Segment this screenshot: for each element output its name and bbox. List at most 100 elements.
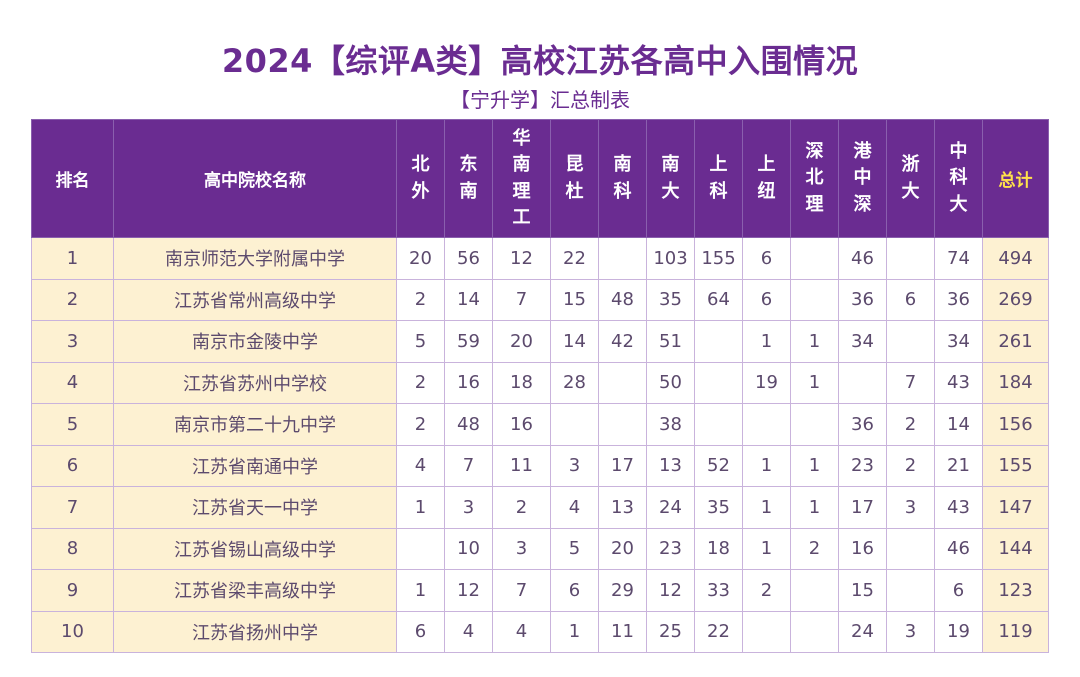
count-cell: 14 (444, 278, 493, 321)
rank-cell: 4 (31, 361, 114, 404)
total-cell: 269 (982, 278, 1049, 321)
rank-cell: 3 (31, 320, 114, 363)
count-cell: 25 (646, 610, 695, 653)
total-cell: 494 (982, 237, 1049, 280)
rank-cell: 7 (31, 486, 114, 529)
count-cell: 16 (838, 527, 887, 570)
rank-cell: 8 (31, 527, 114, 570)
count-cell: 103 (646, 237, 695, 280)
count-cell: 43 (934, 486, 983, 529)
count-cell: 21 (934, 444, 983, 487)
count-cell: 2 (742, 569, 791, 612)
count-cell: 6 (742, 278, 791, 321)
count-cell: 22 (550, 237, 599, 280)
count-cell: 2 (886, 403, 935, 446)
count-cell: 2 (886, 444, 935, 487)
count-cell: 1 (790, 320, 839, 363)
count-cell (886, 237, 935, 280)
count-cell: 7 (444, 444, 493, 487)
table-row: 10 江苏省扬州中学 6 4 4 1 11 25 22 24 3 19 119 (31, 610, 1049, 653)
total-cell: 147 (982, 486, 1049, 529)
count-cell (790, 569, 839, 612)
count-cell: 11 (492, 444, 551, 487)
count-cell: 48 (598, 278, 647, 321)
count-cell (790, 278, 839, 321)
total-cell: 123 (982, 569, 1049, 612)
count-cell: 16 (492, 403, 551, 446)
column-header: 北外 (396, 119, 445, 238)
count-cell: 14 (934, 403, 983, 446)
count-cell: 6 (934, 569, 983, 612)
count-cell: 34 (838, 320, 887, 363)
count-cell: 3 (550, 444, 599, 487)
total-cell: 144 (982, 527, 1049, 570)
column-header: 排名 (31, 119, 114, 238)
column-header: 华南理工 (492, 119, 551, 238)
table-row: 3 南京市金陵中学 5 59 20 14 42 51 1 1 34 34 261 (31, 320, 1049, 363)
count-cell: 155 (694, 237, 743, 280)
count-cell: 1 (396, 569, 445, 612)
count-cell: 28 (550, 361, 599, 404)
rank-cell: 2 (31, 278, 114, 321)
count-cell: 24 (646, 486, 695, 529)
count-cell (742, 610, 791, 653)
count-cell (598, 237, 647, 280)
count-cell: 59 (444, 320, 493, 363)
count-cell: 1 (742, 320, 791, 363)
count-cell (742, 403, 791, 446)
count-cell: 35 (646, 278, 695, 321)
column-header: 高中院校名称 (113, 119, 397, 238)
school-name-cell: 江苏省锡山高级中学 (113, 527, 397, 570)
count-cell: 56 (444, 237, 493, 280)
count-cell: 2 (790, 527, 839, 570)
count-cell: 7 (886, 361, 935, 404)
count-cell (886, 320, 935, 363)
count-cell: 35 (694, 486, 743, 529)
count-cell: 4 (396, 444, 445, 487)
table-row: 4 江苏省苏州中学校 2 16 18 28 50 19 1 7 43 184 (31, 361, 1049, 404)
count-cell: 14 (550, 320, 599, 363)
count-cell (598, 403, 647, 446)
count-cell: 6 (396, 610, 445, 653)
count-cell (790, 237, 839, 280)
count-cell: 7 (492, 569, 551, 612)
count-cell: 33 (694, 569, 743, 612)
count-cell: 4 (492, 610, 551, 653)
count-cell: 5 (396, 320, 445, 363)
count-cell: 1 (742, 527, 791, 570)
count-cell: 12 (646, 569, 695, 612)
column-header: 深北理 (790, 119, 839, 238)
school-name-cell: 南京市第二十九中学 (113, 403, 397, 446)
count-cell: 48 (444, 403, 493, 446)
total-cell: 156 (982, 403, 1049, 446)
count-cell: 38 (646, 403, 695, 446)
count-cell: 2 (396, 361, 445, 404)
count-cell: 36 (934, 278, 983, 321)
count-cell: 1 (742, 486, 791, 529)
count-cell: 15 (838, 569, 887, 612)
count-cell: 3 (444, 486, 493, 529)
count-cell: 46 (838, 237, 887, 280)
count-cell (886, 527, 935, 570)
column-header: 总计 (982, 119, 1049, 238)
total-cell: 119 (982, 610, 1049, 653)
total-cell: 184 (982, 361, 1049, 404)
ranking-table: 排名 高中院校名称 北外 东南 华南理工 昆杜 南科 南大 上科 上纽 深北理 港中深 浙大 中科大 总计 … (31, 119, 1049, 653)
count-cell: 18 (492, 361, 551, 404)
column-header: 南大 (646, 119, 695, 238)
count-cell: 16 (444, 361, 493, 404)
count-cell: 6 (886, 278, 935, 321)
count-cell: 43 (934, 361, 983, 404)
school-name-cell: 南京师范大学附属中学 (113, 237, 397, 280)
count-cell: 20 (598, 527, 647, 570)
count-cell: 1 (742, 444, 791, 487)
count-cell: 13 (646, 444, 695, 487)
rank-cell: 6 (31, 444, 114, 487)
table-row: 1 南京师范大学附属中学 20 56 12 22 103 155 6 46 74 494 (31, 237, 1049, 280)
school-name-cell: 江苏省南通中学 (113, 444, 397, 487)
count-cell: 3 (492, 527, 551, 570)
column-header: 南科 (598, 119, 647, 238)
count-cell: 4 (444, 610, 493, 653)
count-cell: 1 (790, 486, 839, 529)
school-name-cell: 江苏省扬州中学 (113, 610, 397, 653)
